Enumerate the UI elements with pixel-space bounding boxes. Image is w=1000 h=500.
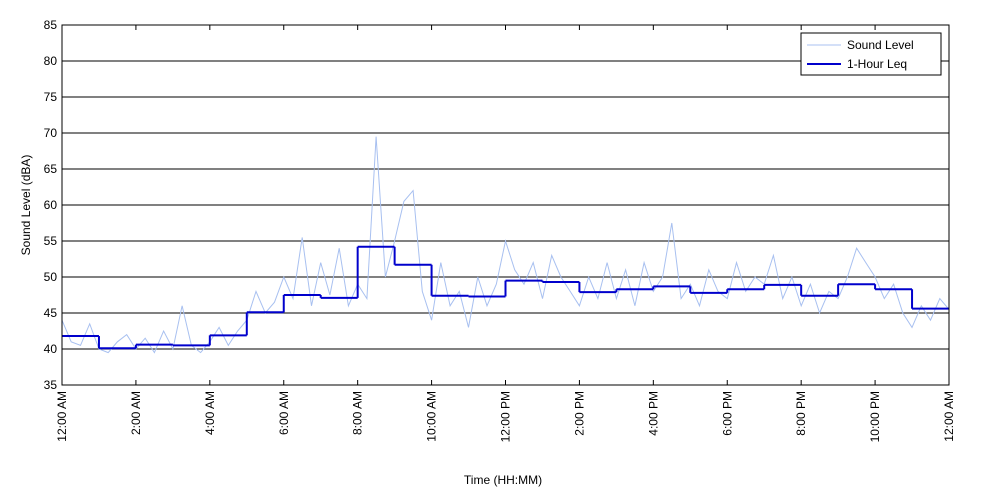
x-tick-label: 8:00 AM [351, 391, 365, 435]
legend-label: Sound Level [847, 38, 914, 52]
plot-border [61, 24, 950, 386]
y-tick-label: 55 [44, 234, 58, 248]
legend-box [800, 32, 942, 76]
y-tick-label: 70 [44, 126, 58, 140]
x-tick-label: 10:00 PM [868, 391, 882, 442]
x-tick-label: 6:00 AM [277, 391, 291, 435]
x-tick-label: 8:00 PM [794, 391, 808, 436]
y-tick-label: 85 [44, 18, 58, 32]
y-tick-label: 60 [44, 198, 58, 212]
x-tick-label: 6:00 PM [720, 391, 734, 436]
x-tick-label: 10:00 AM [425, 391, 439, 442]
x-tick-label: 12:00 AM [55, 391, 69, 442]
y-tick-label: 45 [44, 306, 58, 320]
legend-label: 1-Hour Leq [847, 57, 907, 71]
x-tick-label: 2:00 PM [572, 391, 586, 436]
y-tick-label: 40 [44, 342, 58, 356]
y-tick-label: 50 [44, 270, 58, 284]
y-tick-label: 75 [44, 90, 58, 104]
y-tick-label: 35 [44, 378, 58, 392]
x-tick-label: 12:00 AM [942, 391, 956, 442]
y-tick-label: 65 [44, 162, 58, 176]
x-tick-label: 4:00 AM [203, 391, 217, 435]
x-tick-label: 2:00 AM [129, 391, 143, 435]
y-tick-label: 80 [44, 54, 58, 68]
x-tick-label: 12:00 PM [499, 391, 513, 442]
x-axis-label: Time (HH:MM) [464, 473, 542, 487]
x-tick-label: 4:00 PM [646, 391, 660, 436]
y-axis-label: Sound Level (dBA) [19, 155, 33, 256]
